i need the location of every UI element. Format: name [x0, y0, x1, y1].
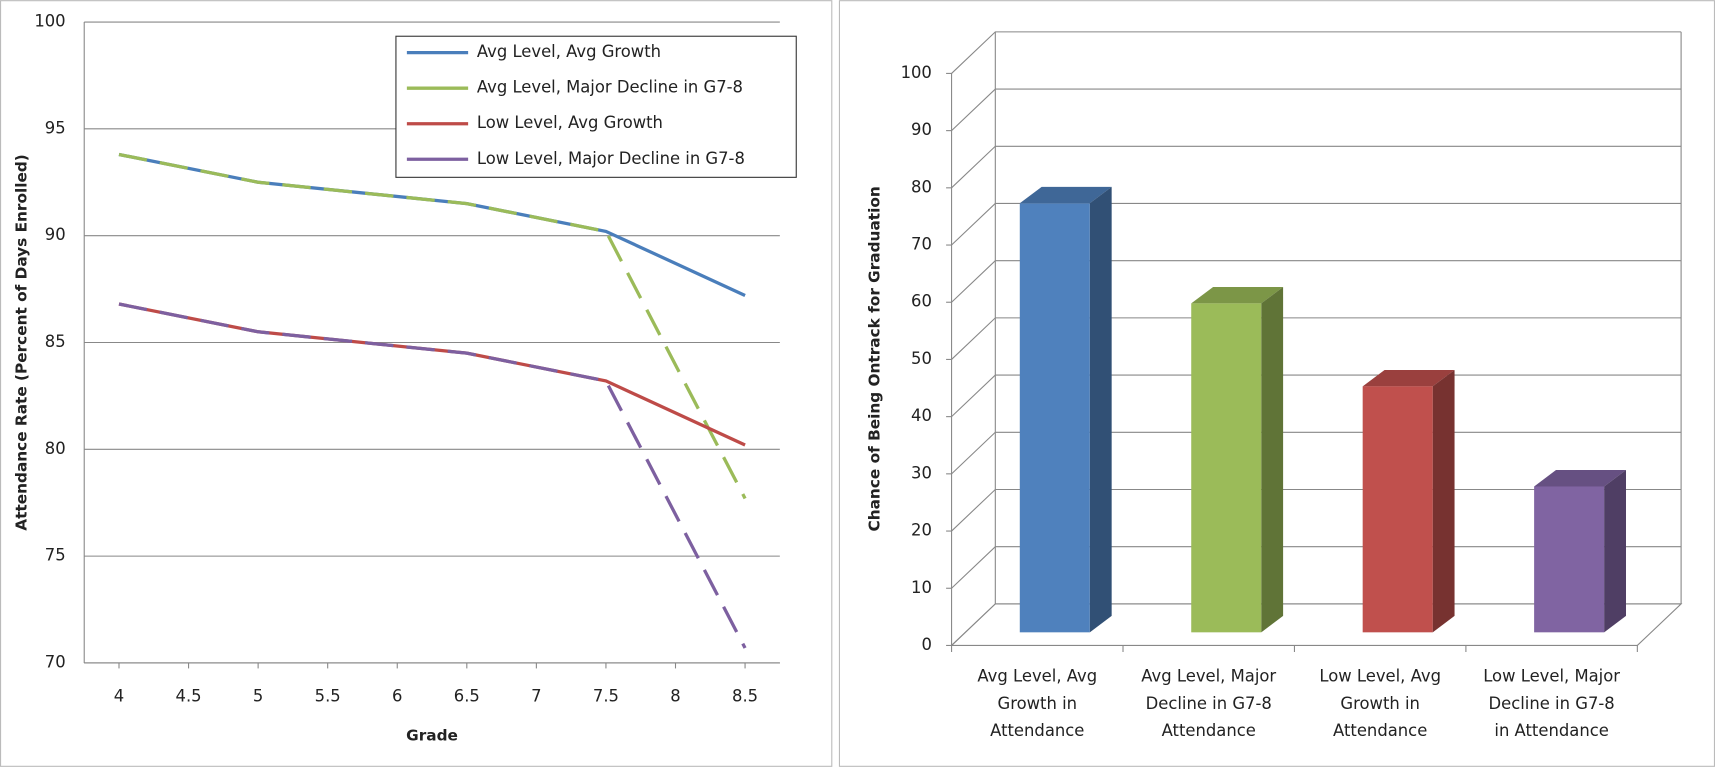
bar-top [1191, 287, 1284, 304]
x-tick-label-box: Avg Level, Major Decline in G7-8 Attenda… [1141, 666, 1277, 741]
legend-box [395, 35, 797, 178]
x-tick-label: 6 [392, 686, 402, 705]
bar [1191, 303, 1262, 633]
x-tick-label-box: Avg Level, Avg Growth in Attendance [977, 666, 1098, 741]
y-tick-label: 80 [45, 439, 66, 458]
grid-line [951, 88, 1682, 132]
legend-label: Low Level, Avg Growth [477, 113, 663, 132]
y-tick-label: 20 [911, 521, 932, 540]
legend-label: Low Level, Major Decline in G7-8 [477, 149, 745, 168]
grid-line [951, 317, 1682, 360]
x-tick-label: 8.5 [732, 686, 758, 705]
bar-side [1261, 287, 1284, 633]
x-axis-label: Grade [406, 727, 458, 745]
grid-line [951, 31, 1682, 74]
y-tick-label: 70 [45, 652, 66, 671]
x-tick-label: 5.5 [315, 686, 341, 705]
y-tick-label: 40 [911, 406, 932, 425]
y-tick-label: 90 [911, 120, 932, 139]
x-tick-label: Low Level, Avg Growth in Attendance [1319, 666, 1441, 741]
bar-side [1432, 369, 1455, 633]
bar-side [1089, 186, 1112, 633]
y-tick-label: 30 [911, 463, 932, 482]
x-tick-label: 4.5 [176, 686, 202, 705]
y-tick-label: 75 [45, 546, 66, 565]
y-tick-label: 70 [911, 235, 932, 254]
legend-label: Avg Level, Avg Growth [477, 42, 661, 61]
bar [1534, 486, 1605, 633]
x-tick-label: Avg Level, Major Decline in G7-8 Attenda… [1141, 666, 1277, 741]
bar-top [1019, 186, 1112, 204]
grid-line [951, 202, 1682, 246]
y-tick-label: 60 [911, 292, 932, 311]
y-tick-label: 100 [901, 63, 932, 82]
y-tick-label: 0 [921, 635, 931, 654]
bar-side [1604, 470, 1626, 633]
y-tick-label: 95 [45, 118, 66, 137]
y-tick-label: 90 [45, 225, 66, 244]
x-tick-label: Low Level, Major Decline in G7-8 in Atte… [1483, 666, 1621, 741]
y-tick-label: 100 [34, 12, 65, 31]
line-series [118, 152, 747, 500]
y-tick-label: 80 [911, 177, 932, 196]
bar-top [1362, 369, 1455, 387]
grid-line [951, 145, 1682, 189]
y-axis-label: Chance of Being Ontrack for Graduation [866, 186, 884, 531]
x-tick-label: Avg Level, Avg Growth in Attendance [977, 666, 1098, 741]
bar-top [1534, 470, 1626, 487]
x-tick-label: 8 [670, 686, 680, 705]
x-tick-label: 4 [114, 686, 124, 705]
bar [1362, 386, 1433, 633]
x-tick-label-box: Low Level, Avg Growth in Attendance [1319, 666, 1441, 741]
y-axis-label: Attendance Rate (Percent of Days Enrolle… [12, 154, 30, 531]
bar [1019, 203, 1090, 633]
y-tick-label: 50 [911, 349, 932, 368]
x-tick-label: 5 [253, 686, 263, 705]
y-tick-label: 85 [45, 332, 66, 351]
line-series [118, 302, 747, 649]
grid-line [951, 260, 1682, 303]
x-tick-label: 6.5 [454, 686, 480, 705]
x-tick-label: 7 [531, 686, 541, 705]
legend-label: Avg Level, Major Decline in G7-8 [477, 78, 743, 97]
y-tick-label: 10 [911, 578, 932, 597]
x-tick-label-box: Low Level, Major Decline in G7-8 in Atte… [1483, 666, 1621, 741]
x-tick-label: 7.5 [593, 686, 619, 705]
